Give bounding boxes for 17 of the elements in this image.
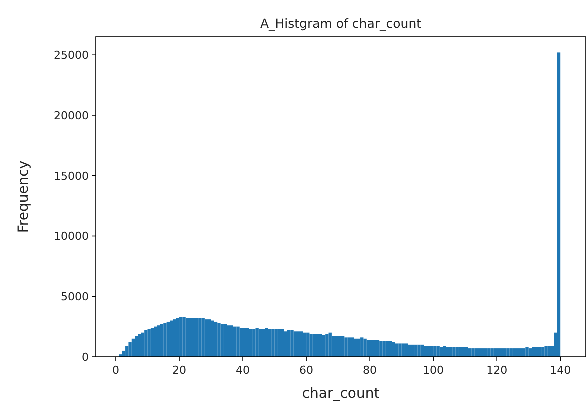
- y-tick-label: 25000: [54, 49, 89, 62]
- y-tick-label: 5000: [61, 290, 89, 304]
- x-tick-label: 60: [300, 364, 314, 377]
- x-axis-title: char_count: [302, 386, 380, 402]
- chart-title: A_Histgram of char_count: [260, 16, 422, 31]
- x-tick-label: 0: [112, 364, 120, 377]
- y-tick-label: 0: [82, 351, 89, 364]
- y-tick-label: 10000: [54, 230, 89, 244]
- x-tick-label: 80: [363, 364, 378, 377]
- x-tick-label: 100: [423, 364, 444, 377]
- x-tick-label: 120: [486, 364, 508, 377]
- y-tick-label: 15000: [54, 170, 89, 183]
- x-tick-label: 20: [172, 364, 187, 377]
- y-tick-label: 20000: [54, 109, 89, 122]
- y-axis-title: Frequency: [16, 160, 32, 234]
- x-tick-label: 40: [236, 364, 250, 377]
- x-tick-label: 140: [550, 364, 572, 377]
